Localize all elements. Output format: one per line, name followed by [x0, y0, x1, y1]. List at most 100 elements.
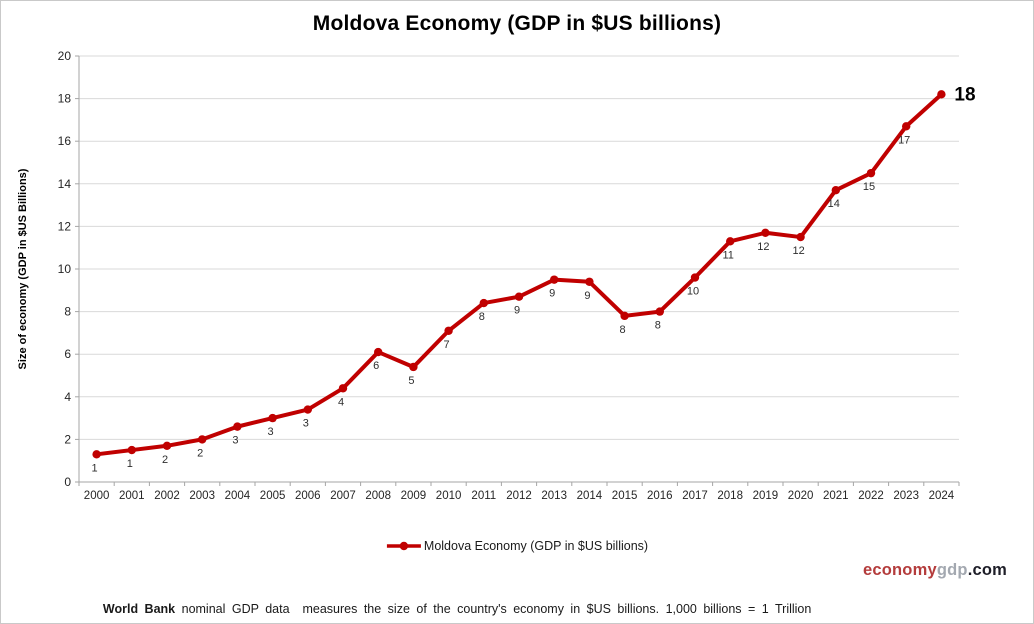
data-point-label: 9: [584, 290, 590, 302]
data-point-label: 5: [408, 375, 414, 387]
data-point: [444, 326, 453, 335]
x-tick-label: 2005: [260, 490, 286, 502]
x-tick-label: 2007: [330, 490, 356, 502]
data-point: [550, 275, 559, 284]
y-tick-label: 16: [58, 134, 72, 148]
data-point-label: 15: [863, 181, 875, 193]
x-tick-label: 2004: [225, 490, 251, 502]
data-point-label: 17: [898, 134, 910, 146]
data-point-label: 9: [549, 288, 555, 300]
data-point: [866, 168, 876, 178]
data-point-label: 11: [722, 249, 733, 261]
x-tick-label: 2024: [929, 490, 955, 502]
brand-com-text: .com: [967, 561, 1007, 579]
data-point-label: 3: [303, 418, 309, 430]
data-point-label: 8: [620, 324, 626, 336]
y-tick-label: 0: [64, 475, 71, 489]
data-point: [162, 441, 172, 450]
x-tick-label: 2012: [506, 490, 532, 502]
y-tick-label: 12: [58, 219, 72, 233]
legend: Moldova Economy (GDP in $US billions): [386, 539, 648, 553]
data-point-label: 1: [92, 462, 98, 474]
x-tick-label: 2015: [612, 490, 638, 502]
x-tick-label: 2021: [823, 490, 849, 502]
data-point: [620, 311, 629, 321]
x-tick-label: 2006: [295, 490, 321, 502]
data-point: [655, 307, 664, 316]
y-tick-label: 14: [58, 177, 72, 191]
last-point-label: 18: [954, 84, 975, 105]
data-point-label: 2: [162, 454, 168, 466]
data-point-label: 2: [197, 447, 203, 459]
x-tick-label: 2003: [189, 490, 215, 502]
data-point: [127, 445, 136, 455]
data-point: [303, 405, 312, 414]
data-point: [937, 90, 946, 99]
y-tick-label: 20: [58, 49, 72, 63]
data-point: [479, 298, 488, 308]
y-tick-label: 18: [58, 92, 72, 106]
y-tick-label: 6: [64, 347, 71, 361]
footnote: World Bank nominal GDP data measures the…: [77, 588, 812, 623]
legend-line-marker: [386, 541, 421, 551]
data-point: [761, 228, 770, 237]
data-point-label: 4: [338, 396, 344, 408]
y-tick-label: 10: [58, 262, 72, 276]
data-point: [796, 232, 805, 242]
x-tick-label: 2000: [84, 490, 110, 502]
y-tick-label: 4: [64, 390, 71, 404]
chart-line: [94, 92, 944, 457]
brand-economy-text: economy: [863, 561, 937, 579]
x-tick-label: 2023: [893, 490, 919, 502]
data-point-label: 14: [828, 198, 840, 210]
x-tick-label: 2017: [682, 490, 708, 502]
data-point: [409, 362, 418, 372]
x-tick-label: 2008: [365, 490, 391, 502]
data-point-label: 6: [373, 360, 379, 372]
data-point: [374, 347, 383, 357]
chart-title: Moldova Economy (GDP in $US billions): [312, 12, 722, 35]
data-point: [338, 384, 348, 393]
y-tick-label: 8: [64, 305, 71, 319]
data-point-label: 8: [479, 311, 485, 323]
x-tick-label: 2018: [717, 490, 743, 502]
data-point: [514, 292, 524, 301]
x-tick-label: 2009: [401, 490, 427, 502]
x-tick-label: 2022: [858, 490, 884, 502]
brand-gdp-text: gdp: [936, 561, 968, 579]
x-tick-label: 2016: [647, 490, 673, 502]
data-point-label: 3: [232, 435, 238, 447]
data-point: [92, 450, 101, 459]
data-point-label: 7: [444, 339, 450, 351]
data-point: [831, 185, 840, 195]
data-point-label: 9: [514, 305, 520, 317]
data-point-label: 12: [757, 241, 769, 253]
data-point-label: 8: [655, 320, 661, 332]
data-point: [585, 277, 594, 286]
x-tick-label: 2011: [471, 490, 496, 502]
legend-label: Moldova Economy (GDP in $US billions): [423, 539, 649, 553]
x-tick-label: 2019: [753, 490, 779, 502]
footnote-source: World Bank: [102, 602, 176, 616]
data-point: [726, 237, 735, 246]
x-tick-label: 2014: [577, 490, 603, 502]
x-tick-label: 2013: [541, 490, 567, 502]
data-point-label: 10: [687, 286, 699, 298]
footnote-text: nominal GDP data measures the size of th…: [175, 602, 812, 616]
data-point-label: 12: [792, 245, 804, 257]
x-tick-label: 2010: [436, 490, 462, 502]
data-point: [268, 413, 277, 423]
x-tick-label: 2020: [788, 490, 814, 502]
y-tick-label: 2: [64, 432, 71, 446]
site-watermark: economygdp.com: [863, 561, 1007, 580]
data-point: [690, 273, 700, 282]
x-tick-label: 2001: [119, 490, 145, 502]
data-point: [902, 122, 911, 131]
data-point: [198, 435, 207, 444]
data-point: [233, 422, 242, 431]
data-point-label: 3: [268, 426, 274, 438]
x-tick-label: 2002: [154, 490, 180, 502]
data-point-label: 1: [127, 458, 133, 470]
